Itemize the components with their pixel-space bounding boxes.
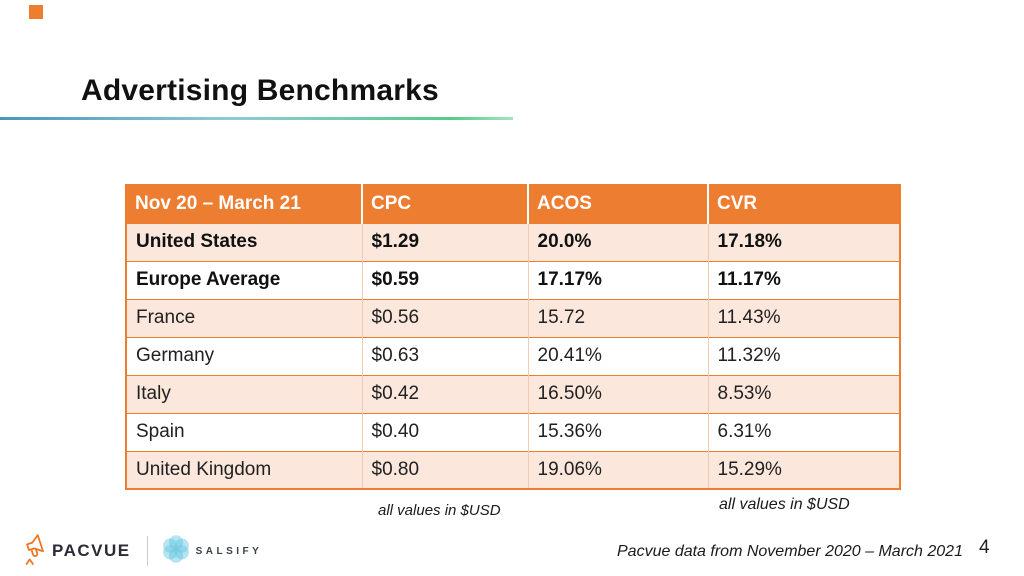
row-label: Spain [126,413,362,451]
cvr-value: 15.29% [707,451,900,489]
header-cpc: CPC [361,185,528,223]
cvr-value: 11.17% [707,261,900,299]
footnote-usd-right: all values in $USD [719,496,850,513]
page-number: 4 [979,537,990,558]
row-label: Italy [126,375,362,413]
footnote-usd-center: all values in $USD [378,502,501,519]
row-label: United Kingdom [126,451,362,489]
footnote-source: Pacvue data from November 2020 – March 2… [617,543,963,560]
accent-square [29,5,43,19]
row-label: United States [126,223,362,261]
logo-divider [146,536,148,566]
cpc-value: $0.42 [361,375,528,413]
cvr-value: 6.31% [707,413,900,451]
megaphone-icon [22,531,48,572]
cvr-value: 11.32% [707,337,900,375]
salsify-wordmark: SALSIFY [195,545,263,557]
cvr-value: 17.18% [707,223,900,261]
acos-value: 20.0% [527,223,708,261]
table-row-europe-average: Europe Average $0.59 17.17% 11.17% [126,261,900,299]
table-row-united-states: United States $1.29 20.0% 17.18% [126,223,900,261]
row-label: Europe Average [126,261,362,299]
row-label: France [126,299,362,337]
acos-value: 20.41% [527,337,708,375]
header-period: Nov 20 – March 21 [126,185,362,223]
cpc-value: $0.80 [361,451,528,489]
cvr-value: 8.53% [707,375,900,413]
table-row-france: France $0.56 15.72 11.43% [126,299,900,337]
table-row-germany: Germany $0.63 20.41% 11.32% [126,337,900,375]
acos-value: 16.50% [527,375,708,413]
cpc-value: $0.63 [361,337,528,375]
cpc-value: $1.29 [361,223,528,261]
benchmarks-table: Nov 20 – March 21 CPC ACOS CVR United St… [125,184,901,490]
cpc-value: $0.40 [361,413,528,451]
page-title: Advertising Benchmarks [81,74,439,107]
logo-bar: PACVUE SALSIFY [22,532,262,570]
header-cvr: CVR [707,185,900,223]
acos-value: 15.72 [527,299,708,337]
acos-value: 17.17% [527,261,708,299]
table-row-united-kingdom: United Kingdom $0.80 19.06% 15.29% [126,451,900,489]
title-underline [0,117,513,120]
cvr-value: 11.43% [707,299,900,337]
table-row-spain: Spain $0.40 15.36% 6.31% [126,413,900,451]
table-header-row: Nov 20 – March 21 CPC ACOS CVR [126,185,900,223]
cpc-value: $0.56 [361,299,528,337]
acos-value: 19.06% [527,451,708,489]
cpc-value: $0.59 [361,261,528,299]
pacvue-wordmark: PACVUE [52,541,131,560]
acos-value: 15.36% [527,413,708,451]
flower-icon [162,534,190,568]
header-acos: ACOS [527,185,708,223]
row-label: Germany [126,337,362,375]
table-row-italy: Italy $0.42 16.50% 8.53% [126,375,900,413]
